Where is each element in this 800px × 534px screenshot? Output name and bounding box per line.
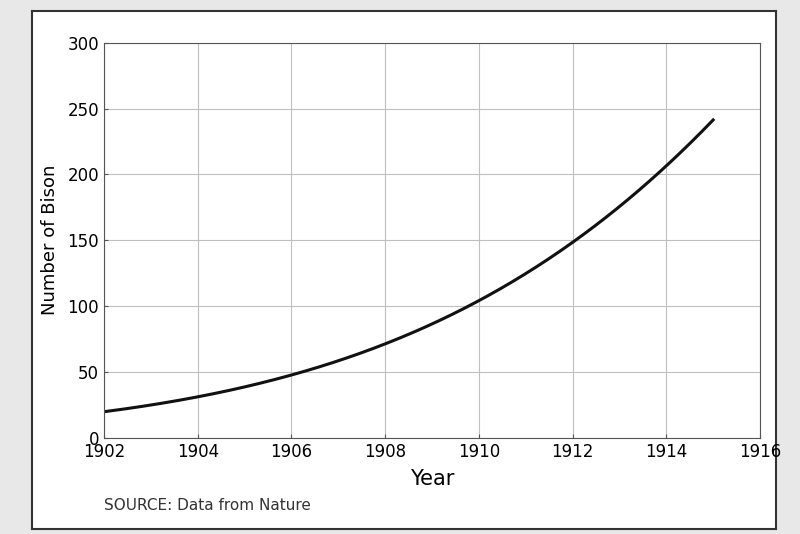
Y-axis label: Number of Bison: Number of Bison [41, 165, 59, 316]
X-axis label: Year: Year [410, 469, 454, 489]
Text: SOURCE: Data from Nature: SOURCE: Data from Nature [104, 498, 311, 513]
